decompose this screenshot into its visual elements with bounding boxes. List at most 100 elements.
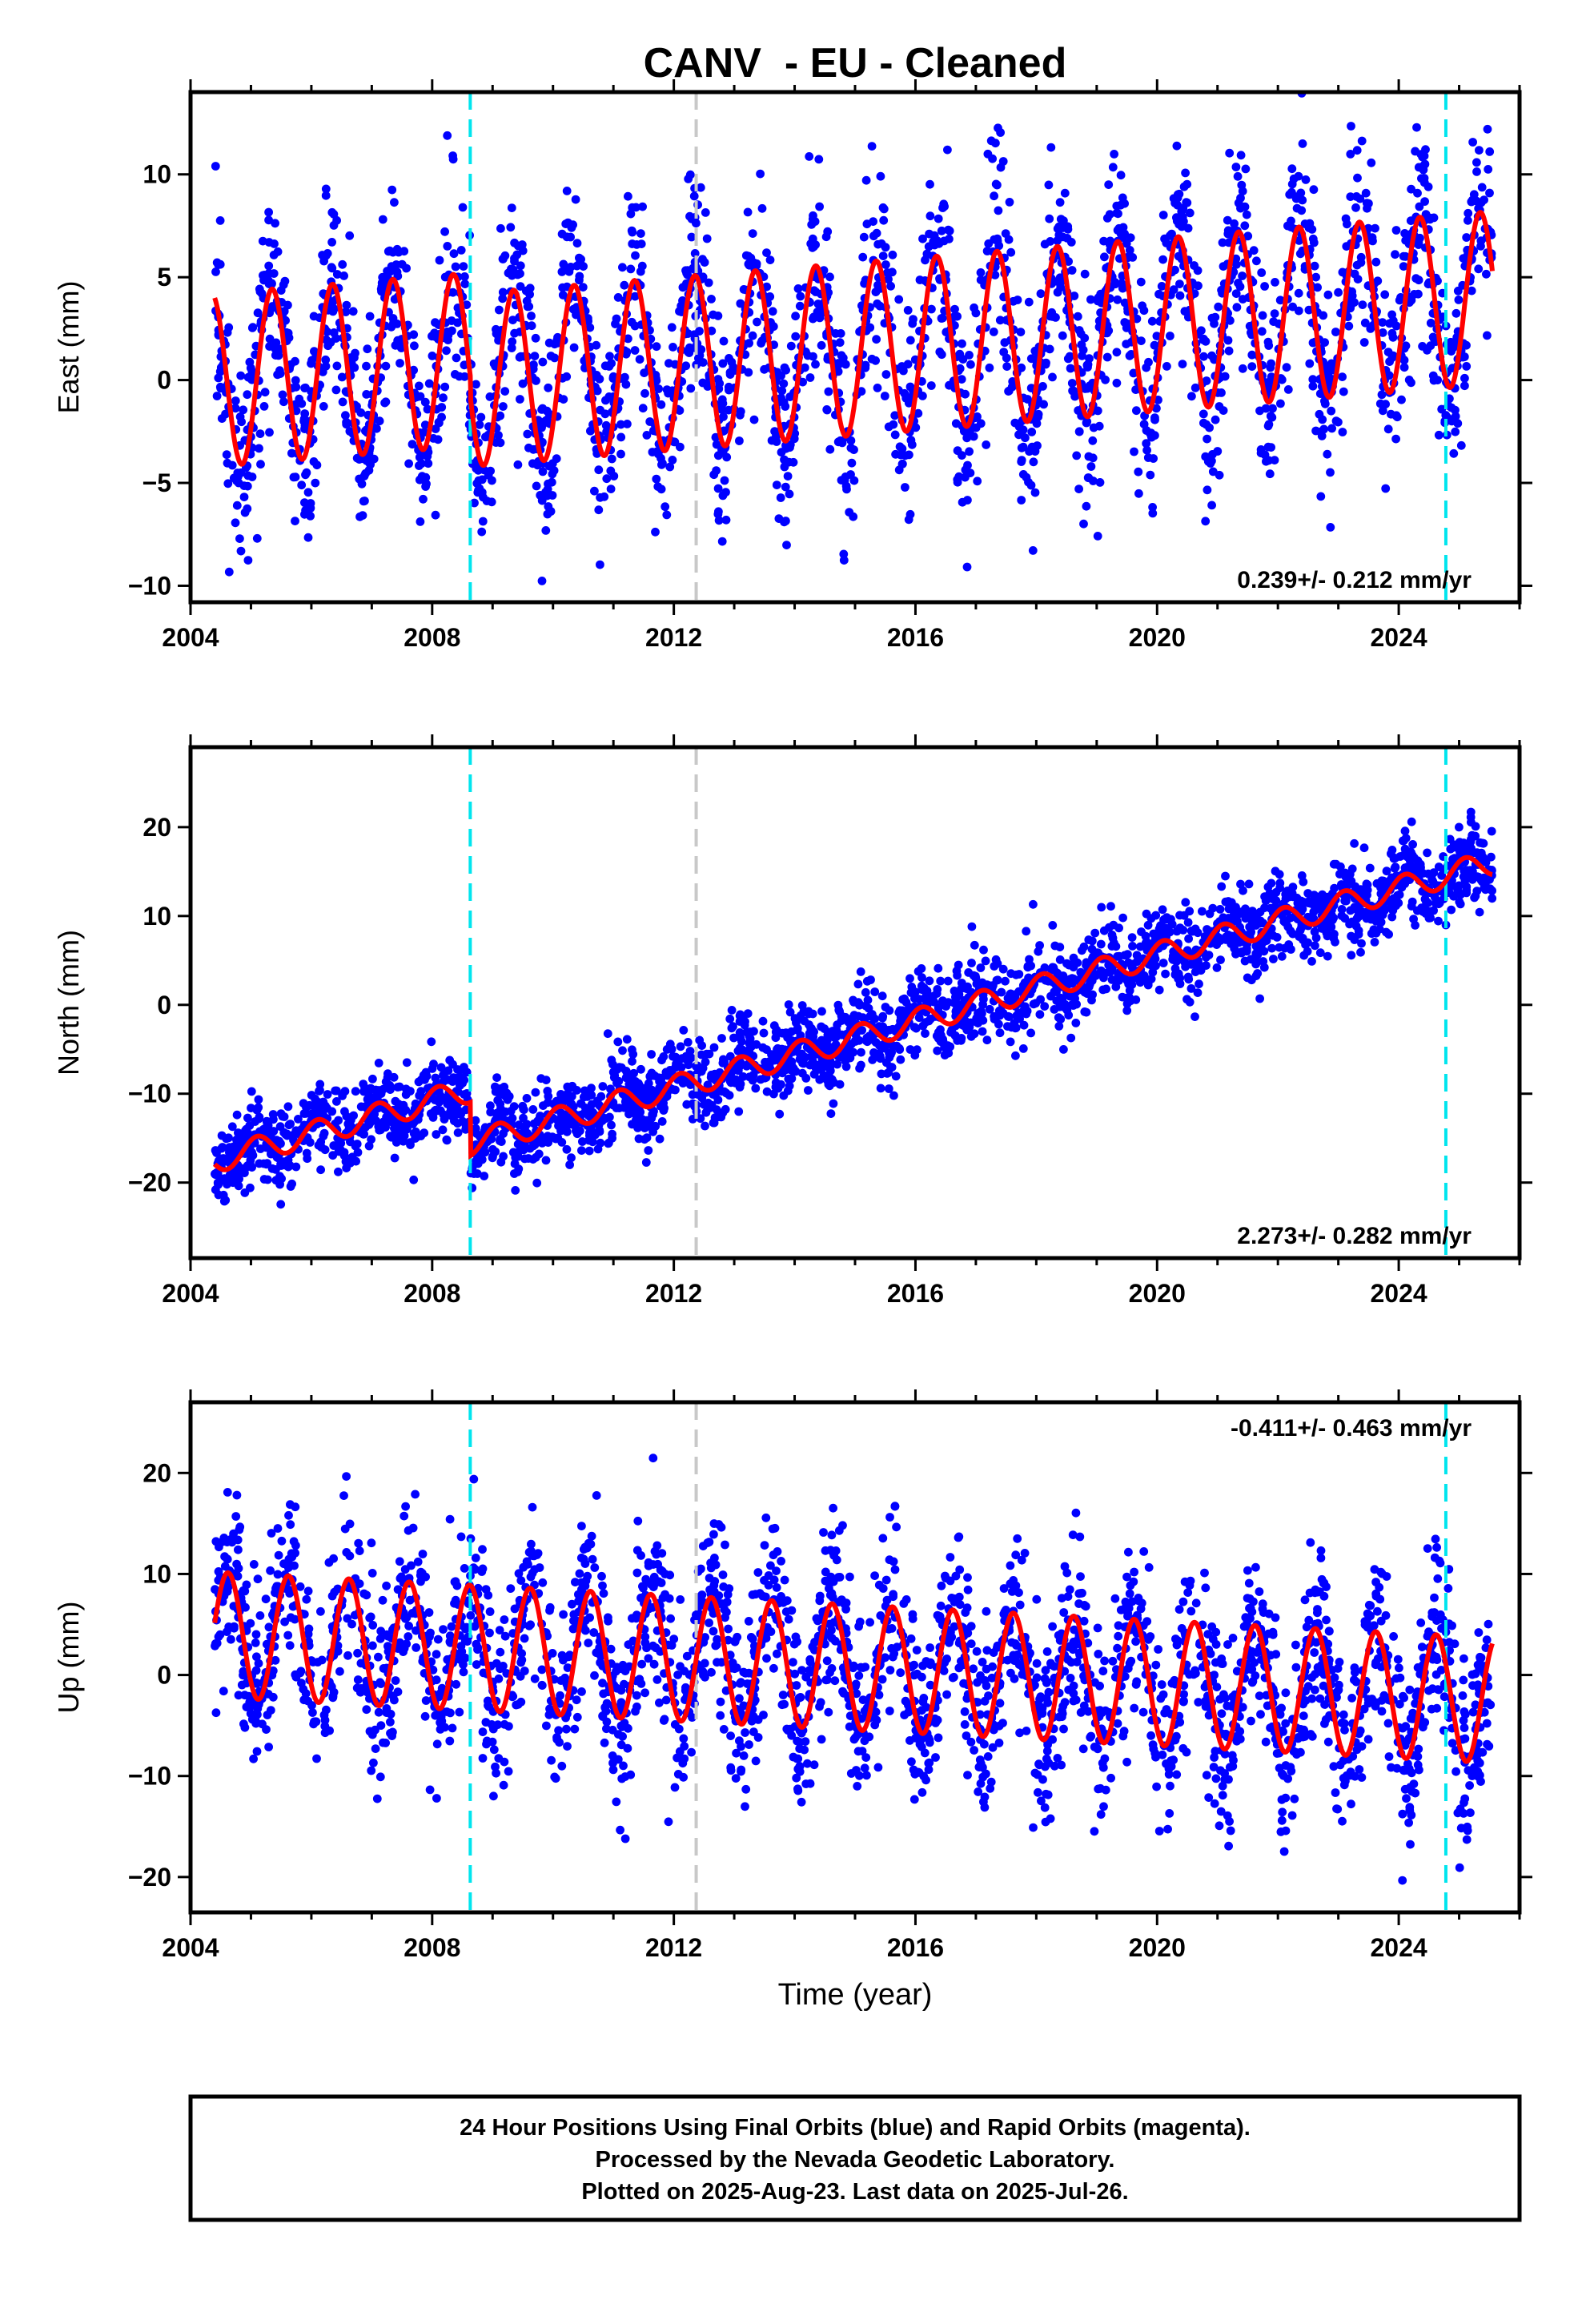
east-point [1148,503,1157,512]
east-point [824,387,833,396]
north-point [429,1059,438,1069]
east-point [233,468,243,477]
east-point [927,304,936,314]
east-point [781,365,790,375]
east-point [301,505,310,515]
north-point [676,1042,685,1051]
east-point [1367,158,1376,167]
east-point [1076,329,1086,339]
north-point [1202,961,1211,970]
east-point [1017,496,1026,505]
east-point [530,352,540,360]
north-point [801,1074,811,1083]
north-point [331,1086,340,1096]
north-point [279,1112,289,1121]
east-point [1295,249,1305,259]
east-point [355,455,364,464]
north-point [1198,907,1207,916]
east-point [1307,225,1317,234]
east-point [1342,242,1351,251]
east-point [331,334,340,343]
east-point [594,505,604,515]
east-point [809,211,817,220]
east-point [434,417,444,427]
north-point [488,1153,497,1163]
north-point [1481,858,1491,867]
east-point [620,280,629,290]
east-point [1100,252,1109,262]
east-point [1261,404,1271,413]
north-point [1354,926,1363,935]
north-point [347,1122,356,1132]
east-point [1391,226,1401,235]
east-point [905,509,915,519]
east-point [307,359,315,368]
east-point [415,381,424,391]
north-point [668,1084,677,1094]
east-point [1086,295,1095,304]
east-point [1045,344,1054,354]
north-point [645,1072,655,1081]
north-point [531,1088,540,1097]
north-point [1447,905,1456,915]
north-point [1118,992,1127,1002]
north-point [1384,930,1393,939]
north-point [725,1014,735,1023]
east-point [1138,301,1147,311]
east-point [1419,165,1428,175]
east-point [564,218,572,227]
east-point [1060,188,1070,198]
east-point [1029,457,1038,467]
east-point [757,339,765,348]
east-point [727,357,737,367]
east-point [1214,302,1223,312]
east-point [630,346,640,355]
east-point [884,422,893,432]
north-point [1460,876,1470,885]
east-point [1482,269,1491,279]
north-point [1178,926,1188,935]
east-point [1310,261,1319,271]
north-point [1195,979,1203,989]
east-point [1048,372,1057,382]
north-point [1120,951,1130,960]
east-point [986,136,996,146]
east-point [935,348,945,356]
east-point [1331,328,1340,336]
east-point [1381,484,1391,493]
north-point [1375,924,1384,934]
north-point [1148,967,1158,977]
north-point [1347,931,1355,941]
north-point [671,1052,681,1062]
east-point [621,349,631,359]
east-point [1093,532,1102,541]
east-point [306,499,315,508]
east-point [1058,232,1067,242]
east-point [600,492,609,501]
east-point [808,243,817,252]
east-point [417,472,427,481]
east-point [1187,392,1196,401]
east-point [990,191,998,201]
north-point [1468,875,1477,884]
east-point [585,323,595,332]
east-point [364,458,374,467]
east-point [586,426,595,436]
east-point [1120,298,1130,308]
north-point [933,985,942,994]
east-point [1453,286,1463,296]
east-point [440,227,449,236]
north-point [1158,959,1168,967]
east-point [1356,258,1366,267]
north-point [1359,843,1369,853]
east-point [1418,152,1427,162]
east-point [1257,327,1267,336]
east-point [472,380,480,389]
east-point [1346,150,1355,159]
east-point [1055,198,1065,207]
east-point [1079,519,1088,529]
east-point [782,541,791,549]
east-point [876,171,885,181]
north-point [1048,963,1058,972]
north-point [1391,862,1400,872]
